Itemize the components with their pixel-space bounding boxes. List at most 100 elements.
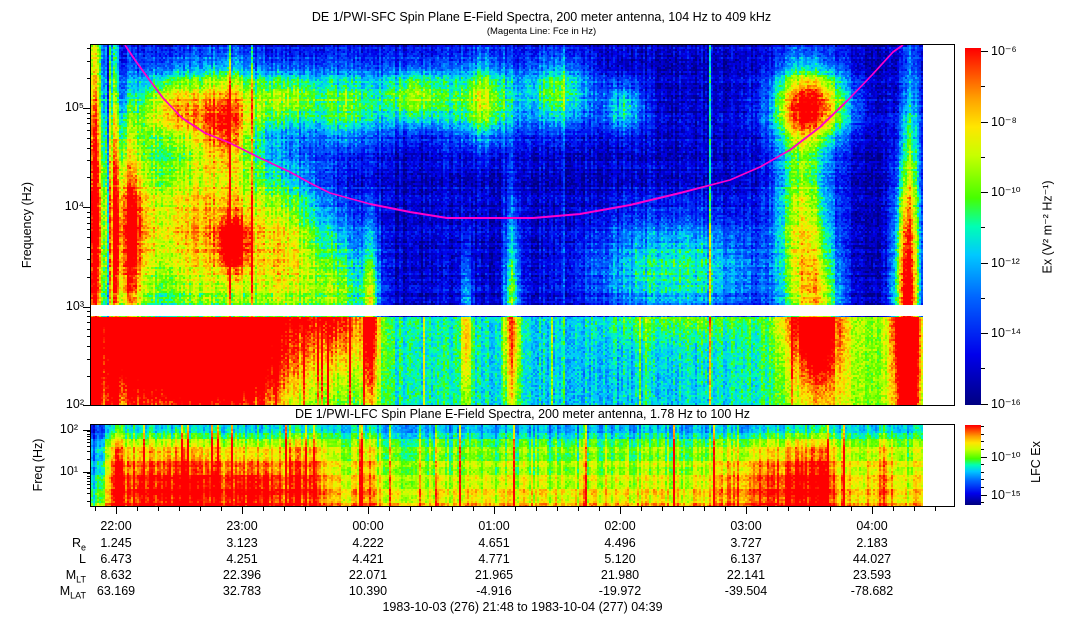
lfc-y-minor-tick (87, 481, 91, 482)
lfc-colorbar (965, 425, 981, 505)
sfc-cb-tick-label: 10⁻⁸ (991, 115, 1017, 129)
sfc-cb-major-tick (981, 333, 988, 334)
x-minor-tick (137, 507, 138, 511)
lfc-y-minor-tick (87, 493, 91, 494)
x-minor-tick (473, 507, 474, 511)
time-range-footer: 1983-10-03 (276) 21:48 to 1983-10-04 (27… (382, 600, 663, 614)
lfc-cb-major-tick (981, 457, 987, 458)
x-major-tick (620, 507, 621, 514)
x-major-tick (746, 507, 747, 514)
x-minor-tick (767, 507, 768, 511)
x-major-tick (872, 507, 873, 514)
sfc-cb-tick-label: 10⁻⁶ (991, 44, 1017, 58)
x-minor-tick (95, 507, 96, 511)
sfc-y-minor-tick (87, 329, 91, 330)
x-minor-tick (515, 507, 516, 511)
ephemeris-value: 1.245 (100, 536, 132, 550)
x-minor-tick (389, 507, 390, 511)
sfc-y-minor-tick (87, 217, 91, 218)
x-minor-tick (788, 507, 789, 511)
lfc-cb-minor-tick (981, 434, 984, 435)
x-minor-tick (641, 507, 642, 511)
x-minor-tick (431, 507, 432, 511)
sfc-y-tick-label: 10³ (65, 299, 84, 313)
x-minor-tick (725, 507, 726, 511)
ephemeris-value: 32.783 (222, 584, 262, 598)
ephemeris-value: 22.141 (726, 568, 766, 582)
ephemeris-row-label-base: M (59, 584, 71, 598)
sfc-y-minor-tick (87, 336, 91, 337)
x-tick-label-time: 04:00 (856, 519, 888, 533)
lfc-cb-minor-tick (981, 472, 984, 473)
ephemeris-row-label-base: M (65, 568, 77, 582)
sfc-y-minor-tick (87, 118, 91, 119)
sfc-y-major-tick (83, 108, 91, 109)
sfc-y-minor-tick (87, 229, 91, 230)
ephemeris-value: 2.183 (856, 536, 888, 550)
sfc-cb-minor-tick (981, 157, 985, 158)
ephemeris-row-label-re: Re (28, 536, 86, 553)
ephemeris-value: 4.421 (352, 552, 384, 566)
sfc-y-minor-tick (87, 130, 91, 131)
x-minor-tick (452, 507, 453, 511)
ephemeris-row-label-mlat: MLAT (28, 584, 86, 601)
sfc-y-major-tick (83, 307, 91, 308)
sfc-y-minor-tick (87, 316, 91, 317)
sfc-y-minor-tick (87, 376, 91, 377)
lfc-cb-minor-tick (981, 502, 984, 503)
lfc-y-major-tick (83, 430, 91, 431)
x-major-tick (116, 507, 117, 514)
x-tick-label-time: 01:00 (478, 519, 510, 533)
sfc-y-tick-label: 10² (65, 397, 84, 411)
ephemeris-value: 44.027 (852, 552, 892, 566)
lfc-cb-major-tick (981, 495, 987, 496)
lfc-cb-minor-tick (981, 487, 984, 488)
sfc-cb-minor-tick (981, 227, 985, 228)
ephemeris-value: 6.473 (100, 552, 132, 566)
lfc-cb-tick-label: 10⁻¹⁰ (991, 450, 1021, 464)
x-major-tick (494, 507, 495, 514)
x-minor-tick (326, 507, 327, 511)
sfc-y-minor-tick (87, 247, 91, 248)
x-minor-tick (557, 507, 558, 511)
ephemeris-value: 10.390 (348, 584, 388, 598)
ephemeris-value: 4.651 (478, 536, 510, 550)
sfc-y-minor-tick (87, 346, 91, 347)
x-minor-tick (851, 507, 852, 511)
x-minor-tick (284, 507, 285, 511)
sfc-y-minor-tick (87, 322, 91, 323)
ephemeris-row-label-base: L (79, 552, 86, 566)
lfc-y-minor-tick (87, 484, 91, 485)
ephemeris-value: 63.169 (96, 584, 136, 598)
lfc-y-minor-tick (87, 478, 91, 479)
lfc-cb-minor-tick (981, 479, 984, 480)
lfc-cb-minor-tick (981, 426, 984, 427)
sfc-y-minor-tick (87, 177, 91, 178)
sfc-spectrogram (91, 45, 923, 405)
sfc-y-minor-tick (87, 237, 91, 238)
ephemeris-value: 23.593 (852, 568, 892, 582)
sfc-y-minor-tick (87, 48, 91, 49)
x-minor-tick (704, 507, 705, 511)
lfc-y-minor-tick (87, 451, 91, 452)
sfc-y-minor-tick (87, 148, 91, 149)
sfc-y-tick-label: 10⁴ (64, 199, 84, 213)
sfc-cb-tick-label: 10⁻¹² (991, 256, 1020, 270)
x-minor-tick (305, 507, 306, 511)
x-minor-tick (536, 507, 537, 511)
sfc-y-minor-tick (87, 113, 91, 114)
ephemeris-value: 22.071 (348, 568, 388, 582)
lfc-cb-minor-tick (981, 441, 984, 442)
ephemeris-row-label-l: L (28, 552, 86, 566)
sfc-y-major-tick (83, 405, 91, 406)
lfc-y-minor-tick (87, 488, 91, 489)
ephemeris-value: 4.496 (604, 536, 636, 550)
sfc-cb-major-tick (981, 51, 988, 52)
x-minor-tick (578, 507, 579, 511)
lfc-y-tick-label: 10² (59, 422, 78, 436)
sfc-cb-major-tick (981, 263, 988, 264)
sfc-y-minor-tick (87, 160, 91, 161)
